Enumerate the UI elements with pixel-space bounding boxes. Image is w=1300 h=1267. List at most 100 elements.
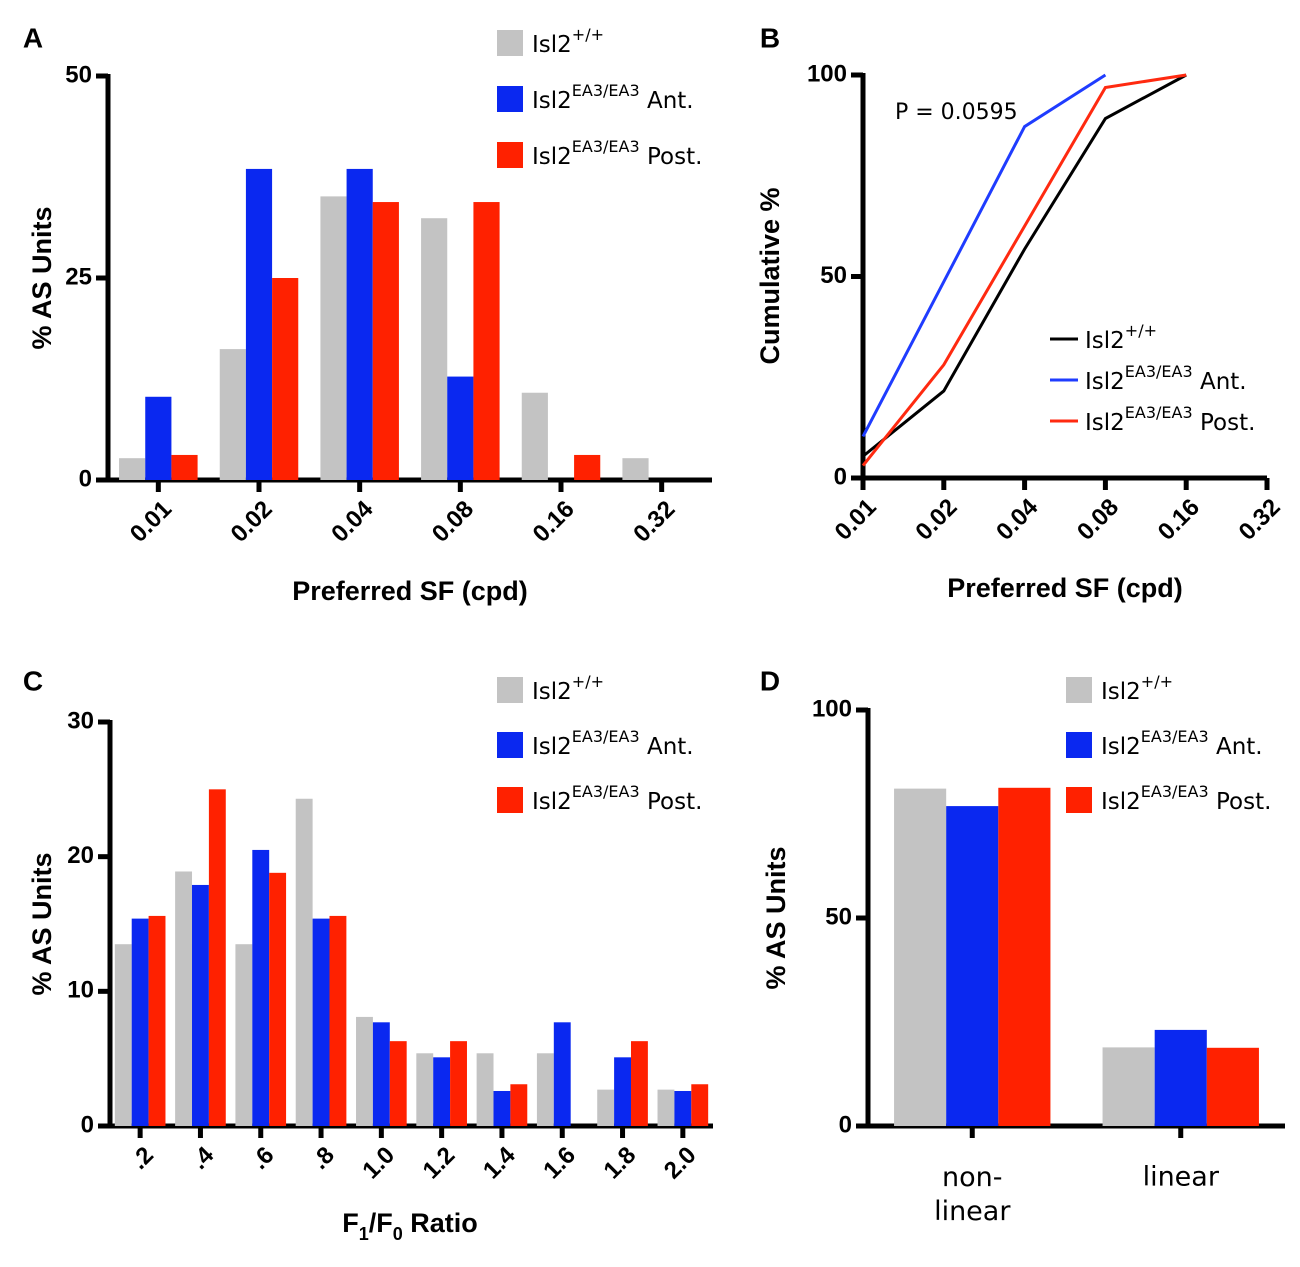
y-tick-label: 20 [67,842,94,869]
bar [1206,1047,1259,1126]
y-tick-label: 0 [79,465,92,492]
bar [894,788,947,1126]
y-axis-title: % AS Units [761,846,791,989]
bar [614,1057,631,1126]
bar [493,1090,511,1126]
legend-label: Isl2EA3/EA3 Ant. [1085,362,1247,395]
legend-label: Isl2+/+ [1085,321,1157,354]
bar [208,789,226,1126]
legend-label: Isl2+/+ [1101,672,1173,705]
x-tick-label: .8 [307,1142,340,1175]
x-axis-title: Preferred SF (cpd) [292,576,528,606]
x-tick-label: .6 [246,1142,279,1175]
y-tick-label: 0 [81,1111,94,1138]
x-tick-label: 0.32 [1234,494,1286,546]
y-tick-label: 50 [65,61,92,88]
x-tick-label: 0.04 [991,493,1044,546]
y-tick-label: 10 [67,977,94,1004]
legend-label: Isl2EA3/EA3 Post. [1101,782,1271,815]
bar [657,1089,675,1126]
y-tick-label: 100 [812,695,852,722]
x-tick-label: 0.16 [1153,494,1205,546]
x-tick-label: 0.02 [910,494,962,546]
bar [691,1084,709,1126]
x-tick-label: linear [1143,1162,1220,1193]
y-tick-label: 30 [67,707,94,734]
legend-label: Isl2+/+ [532,672,604,705]
x-axis-title: F1/F0 Ratio [342,1208,478,1244]
x-tick-label: 0.16 [528,496,580,548]
x-tick-label: .4 [186,1141,220,1175]
bar [447,376,474,480]
x-tick-label: 1.8 [599,1142,642,1185]
panel-label: C [23,665,43,696]
line [861,73,1187,467]
bar [416,1053,434,1126]
x-tick-label: 0.04 [326,495,379,548]
legend-swatch [1066,732,1092,758]
panel-label: A [23,22,43,53]
bar [252,849,270,1126]
legend-label: Isl2EA3/EA3 Ant. [532,81,694,114]
x-tick-label: 0.08 [427,496,479,548]
y-tick-label: 0 [834,463,847,490]
x-tick-label: 0.01 [125,496,177,548]
bar [295,798,313,1126]
bar [674,1090,692,1126]
bar [433,1057,451,1126]
bar [346,168,373,481]
bar [421,218,448,480]
bar [998,787,1051,1126]
x-tick-label: 2.0 [659,1142,702,1185]
legend-label: Isl2EA3/EA3 Post. [532,782,702,815]
x-tick-label: 0.08 [1072,494,1124,546]
bar [235,944,253,1126]
x-tick-label: 1.0 [357,1142,400,1185]
bar [450,1041,467,1126]
panel-label: D [760,665,780,696]
x-tick-label: .2 [126,1142,159,1175]
y-tick-label: 25 [65,263,92,290]
legend-swatch [497,86,523,112]
x-tick-label: 1.4 [478,1141,521,1184]
legend-swatch [497,142,523,168]
bar [372,1022,390,1126]
legend-swatch [497,30,523,56]
x-tick-label: 0.32 [628,496,680,548]
y-axis-title: % AS Units [27,852,57,995]
bar [630,1041,648,1126]
bar [521,392,548,480]
bar [946,806,999,1126]
bar [356,1016,373,1126]
y-axis-title: Cumulative % [755,187,785,364]
legend-label: Isl2EA3/EA3 Ant. [1101,727,1263,760]
bar [320,196,347,480]
x-axis-title: Preferred SF (cpd) [947,573,1183,603]
x-tick-label: non-linear [934,1162,1011,1227]
legend-swatch [1066,787,1092,813]
bar [148,915,166,1126]
bar [1154,1029,1207,1126]
legend-label: Isl2+/+ [532,25,604,58]
bar [114,944,132,1126]
y-axis-title: % AS Units [27,206,57,349]
bar [553,1022,571,1126]
line [862,73,1187,458]
bar [622,458,649,480]
bar [171,454,198,480]
bar [131,918,149,1126]
bar [175,871,193,1126]
panel-label: B [760,22,780,53]
bar [272,278,299,480]
x-tick-label: 0.01 [830,494,882,546]
legend-swatch [497,677,523,703]
bar [329,915,347,1126]
bar [145,396,172,480]
y-tick-label: 50 [825,903,852,930]
bar [245,168,273,481]
bar [372,202,399,480]
annotation: P = 0.0595 [895,100,1018,125]
bar [119,458,146,480]
legend-swatch [497,732,523,758]
